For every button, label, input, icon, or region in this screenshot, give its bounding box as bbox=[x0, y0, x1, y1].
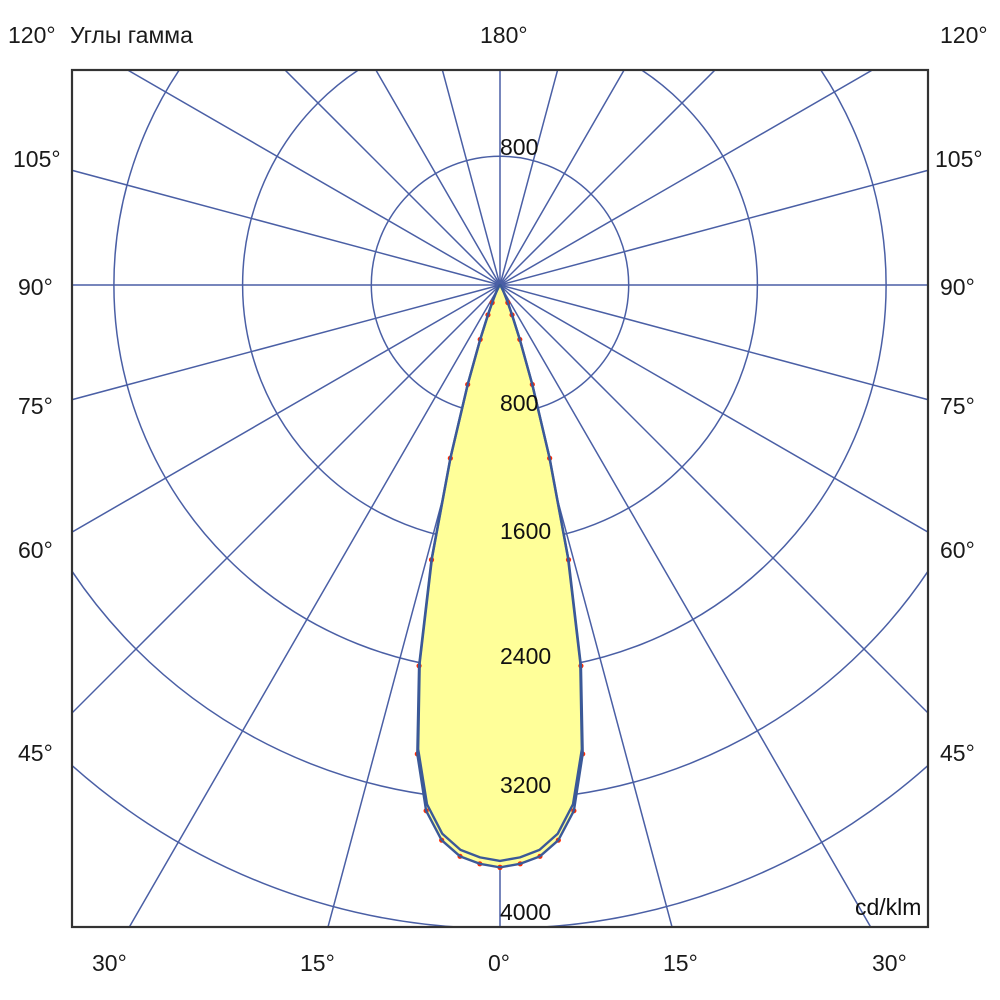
luminous-intensity-curve bbox=[414, 283, 586, 870]
gamma-label-left-0: 120° bbox=[8, 22, 56, 48]
gamma-label-left-3: 75° bbox=[18, 393, 53, 419]
ring-value-label-4: 3200 bbox=[500, 772, 552, 798]
grid-spoke-30 bbox=[499, 284, 872, 927]
grid-spoke-165 bbox=[499, 70, 559, 286]
grid-spoke-60 bbox=[499, 284, 928, 533]
gamma-label-left-2: 90° bbox=[18, 274, 53, 300]
grid-spoke-45 bbox=[499, 284, 928, 715]
gamma-label-left-1: 105° bbox=[13, 146, 61, 172]
gamma-label-left-5: 45° bbox=[18, 740, 53, 766]
curve-outline-1 bbox=[416, 283, 584, 863]
grid-spoke-195 bbox=[441, 70, 501, 286]
grid-spoke-135 bbox=[499, 70, 717, 286]
grid-spoke-240 bbox=[126, 70, 501, 286]
curve-fill bbox=[417, 285, 583, 868]
grid-spoke-120 bbox=[499, 70, 874, 286]
grid-spoke-330 bbox=[128, 284, 501, 927]
gamma-label-bottom-1: 15° bbox=[300, 950, 335, 976]
gamma-label-right-0: 120° bbox=[940, 22, 988, 48]
grid-spoke-300 bbox=[72, 284, 501, 533]
grid-spoke-285 bbox=[72, 284, 501, 401]
grid-spoke-210 bbox=[375, 70, 501, 286]
grid-spoke-75 bbox=[499, 284, 928, 401]
gamma-label-bottom-4: 30° bbox=[872, 950, 907, 976]
gamma-label-bottom-3: 15° bbox=[663, 950, 698, 976]
gamma-label-right-5: 45° bbox=[940, 740, 975, 766]
gamma-label-right-3: 75° bbox=[940, 393, 975, 419]
ring-value-label-3: 2400 bbox=[500, 643, 552, 669]
grid-spoke-105 bbox=[499, 169, 928, 286]
gamma-label-bottom-0: 30° bbox=[92, 950, 127, 976]
gamma-label-right-2: 90° bbox=[940, 274, 975, 300]
grid-spoke-255 bbox=[72, 169, 501, 286]
gamma-label-left-4: 60° bbox=[18, 537, 53, 563]
grid-spoke-150 bbox=[499, 70, 625, 286]
ring-value-label-0: 800 bbox=[500, 134, 539, 160]
grid-spoke-225 bbox=[283, 70, 501, 286]
ring-value-label-5: 4000 bbox=[500, 899, 552, 925]
chart-title: Углы гамма bbox=[70, 22, 193, 48]
plot-frame bbox=[70, 68, 930, 929]
gamma-label-bottom-2: 0° bbox=[488, 950, 510, 976]
gamma-label-right-4: 60° bbox=[940, 537, 975, 563]
unit-label: cd/klm bbox=[855, 894, 922, 920]
gamma-label-top-0: 180° bbox=[480, 22, 528, 48]
grid-spoke-315 bbox=[72, 284, 501, 715]
ring-value-label-1: 800 bbox=[500, 390, 539, 416]
ring-value-label-2: 1600 bbox=[500, 518, 552, 544]
gamma-label-right-1: 105° bbox=[935, 146, 983, 172]
